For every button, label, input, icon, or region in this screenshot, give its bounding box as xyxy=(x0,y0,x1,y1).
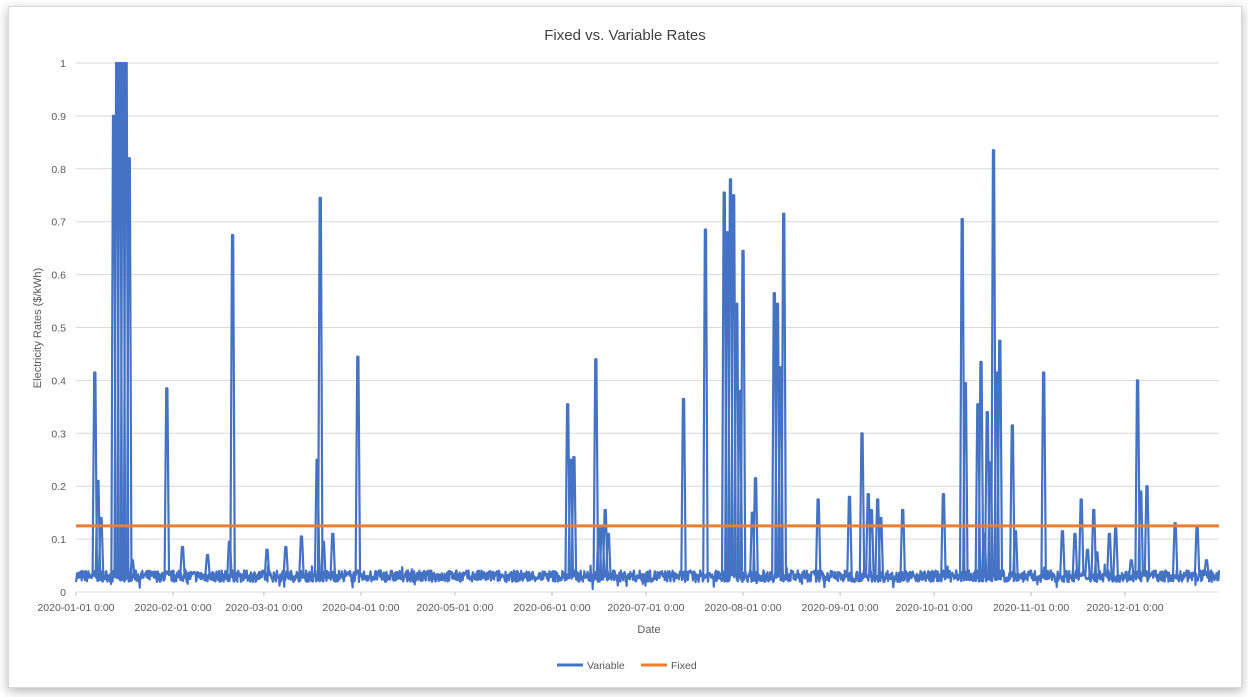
variable-peak xyxy=(570,456,578,577)
variable-peak xyxy=(204,553,211,577)
variable-peak xyxy=(263,548,271,577)
variable-peak xyxy=(282,545,290,577)
variable-peak xyxy=(1137,490,1145,577)
variable-peak xyxy=(814,498,822,577)
legend-label-variable: Variable xyxy=(587,660,625,672)
variable-peak xyxy=(1128,559,1135,577)
x-axis-label: Date xyxy=(637,624,660,636)
legend-label-fixed: Fixed xyxy=(671,660,697,672)
y-tick-label: 0.3 xyxy=(51,428,66,440)
variable-peak xyxy=(91,371,99,577)
variable-peak xyxy=(962,381,969,577)
variable-peak xyxy=(298,535,305,577)
y-tick-label: 0.6 xyxy=(51,270,66,282)
variable-peak xyxy=(680,397,687,577)
legend: Variable Fixed xyxy=(557,660,697,672)
variable-peak xyxy=(329,532,337,577)
series-layer xyxy=(74,61,1221,591)
chart-title: Fixed vs. Variable Rates xyxy=(544,27,705,44)
variable-peak xyxy=(977,360,985,577)
variable-peak xyxy=(179,545,186,577)
variable-peak xyxy=(125,157,133,577)
variable-peak xyxy=(877,516,885,577)
variable-peak xyxy=(163,387,171,577)
y-tick-label: 0.8 xyxy=(51,164,66,176)
variable-peak xyxy=(1009,424,1016,577)
variable-peak xyxy=(996,339,1004,577)
variable-peak xyxy=(1134,379,1141,577)
y-tick-label: 0 xyxy=(60,587,66,599)
variable-peak xyxy=(739,249,747,577)
variable-peak xyxy=(320,540,327,577)
variable-peak xyxy=(316,196,324,577)
y-tick-label: 0.9 xyxy=(51,111,66,123)
variable-peak xyxy=(780,212,788,577)
variable-peak xyxy=(1040,371,1047,577)
variable-peak xyxy=(940,493,947,577)
x-tick-label: 2020-01-01 0:00 xyxy=(37,602,114,614)
y-tick-label: 1 xyxy=(60,58,66,70)
variable-peak xyxy=(990,149,997,577)
x-tick-label: 2020-03-01 0:00 xyxy=(225,602,302,614)
x-tick-label: 2020-08-01 0:00 xyxy=(704,602,781,614)
chart-card: Fixed vs. Variable Rates 0 0.1 0.2 0.3 0.4 0.… xyxy=(8,6,1242,688)
variable-peak xyxy=(1203,559,1210,577)
y-tick-label: 0.2 xyxy=(51,481,66,493)
variable-peak xyxy=(1012,530,1019,577)
variable-peak xyxy=(1093,551,1101,577)
y-axis-label: Electricity Rates ($/kWh) xyxy=(32,268,44,388)
x-axis-ticks: 2020-01-01 0:00 2020-02-01 0:00 2020-03-01… xyxy=(37,592,1164,614)
variable-peak xyxy=(1077,498,1085,577)
gridlines xyxy=(76,62,1219,593)
y-tick-label: 0.5 xyxy=(51,323,66,335)
variable-peak xyxy=(702,228,709,577)
x-tick-label: 2020-10-01 0:00 xyxy=(895,602,972,614)
variable-peak xyxy=(1143,485,1151,577)
variable-peak xyxy=(354,355,362,577)
line-chart: Fixed vs. Variable Rates 0 0.1 0.2 0.3 0.4 0.… xyxy=(32,27,1221,672)
variable-peak xyxy=(605,532,612,577)
variable-peak xyxy=(899,508,907,577)
y-tick-label: 0.4 xyxy=(51,375,66,387)
x-tick-label: 2020-09-01 0:00 xyxy=(802,602,879,614)
x-tick-label: 2020-11-01 0:00 xyxy=(993,602,1069,614)
variable-peak xyxy=(97,516,105,577)
variable-peak xyxy=(229,233,236,577)
y-axis-ticks: 0 0.1 0.2 0.3 0.4 0.5 0.6 0.7 0.8 0.9 1 xyxy=(51,58,66,599)
x-tick-label: 2020-04-01 0:00 xyxy=(322,602,399,614)
variable-peak xyxy=(858,432,866,577)
x-tick-label: 2020-07-01 0:00 xyxy=(607,602,684,614)
variable-peak xyxy=(1059,530,1066,577)
y-tick-label: 0.1 xyxy=(51,534,66,546)
x-tick-label: 2020-12-01 0:00 xyxy=(1087,602,1164,614)
variable-peak xyxy=(1112,527,1119,577)
x-tick-label: 2020-06-01 0:00 xyxy=(513,602,590,614)
y-tick-label: 0.7 xyxy=(51,217,66,229)
variable-peak xyxy=(1106,532,1113,577)
series-variable-baseline xyxy=(74,563,1221,591)
variable-peak xyxy=(868,508,875,577)
variable-peak xyxy=(129,559,136,577)
variable-peak xyxy=(1071,532,1079,577)
x-tick-label: 2020-05-01 0:00 xyxy=(416,602,493,614)
x-tick-label: 2020-02-01 0:00 xyxy=(135,602,212,614)
variable-peak xyxy=(1171,522,1179,577)
variable-peak xyxy=(846,495,853,577)
variable-peak xyxy=(1090,508,1098,577)
variable-peak xyxy=(592,358,600,577)
variable-peak xyxy=(1084,548,1091,577)
variable-peak xyxy=(1193,524,1201,577)
